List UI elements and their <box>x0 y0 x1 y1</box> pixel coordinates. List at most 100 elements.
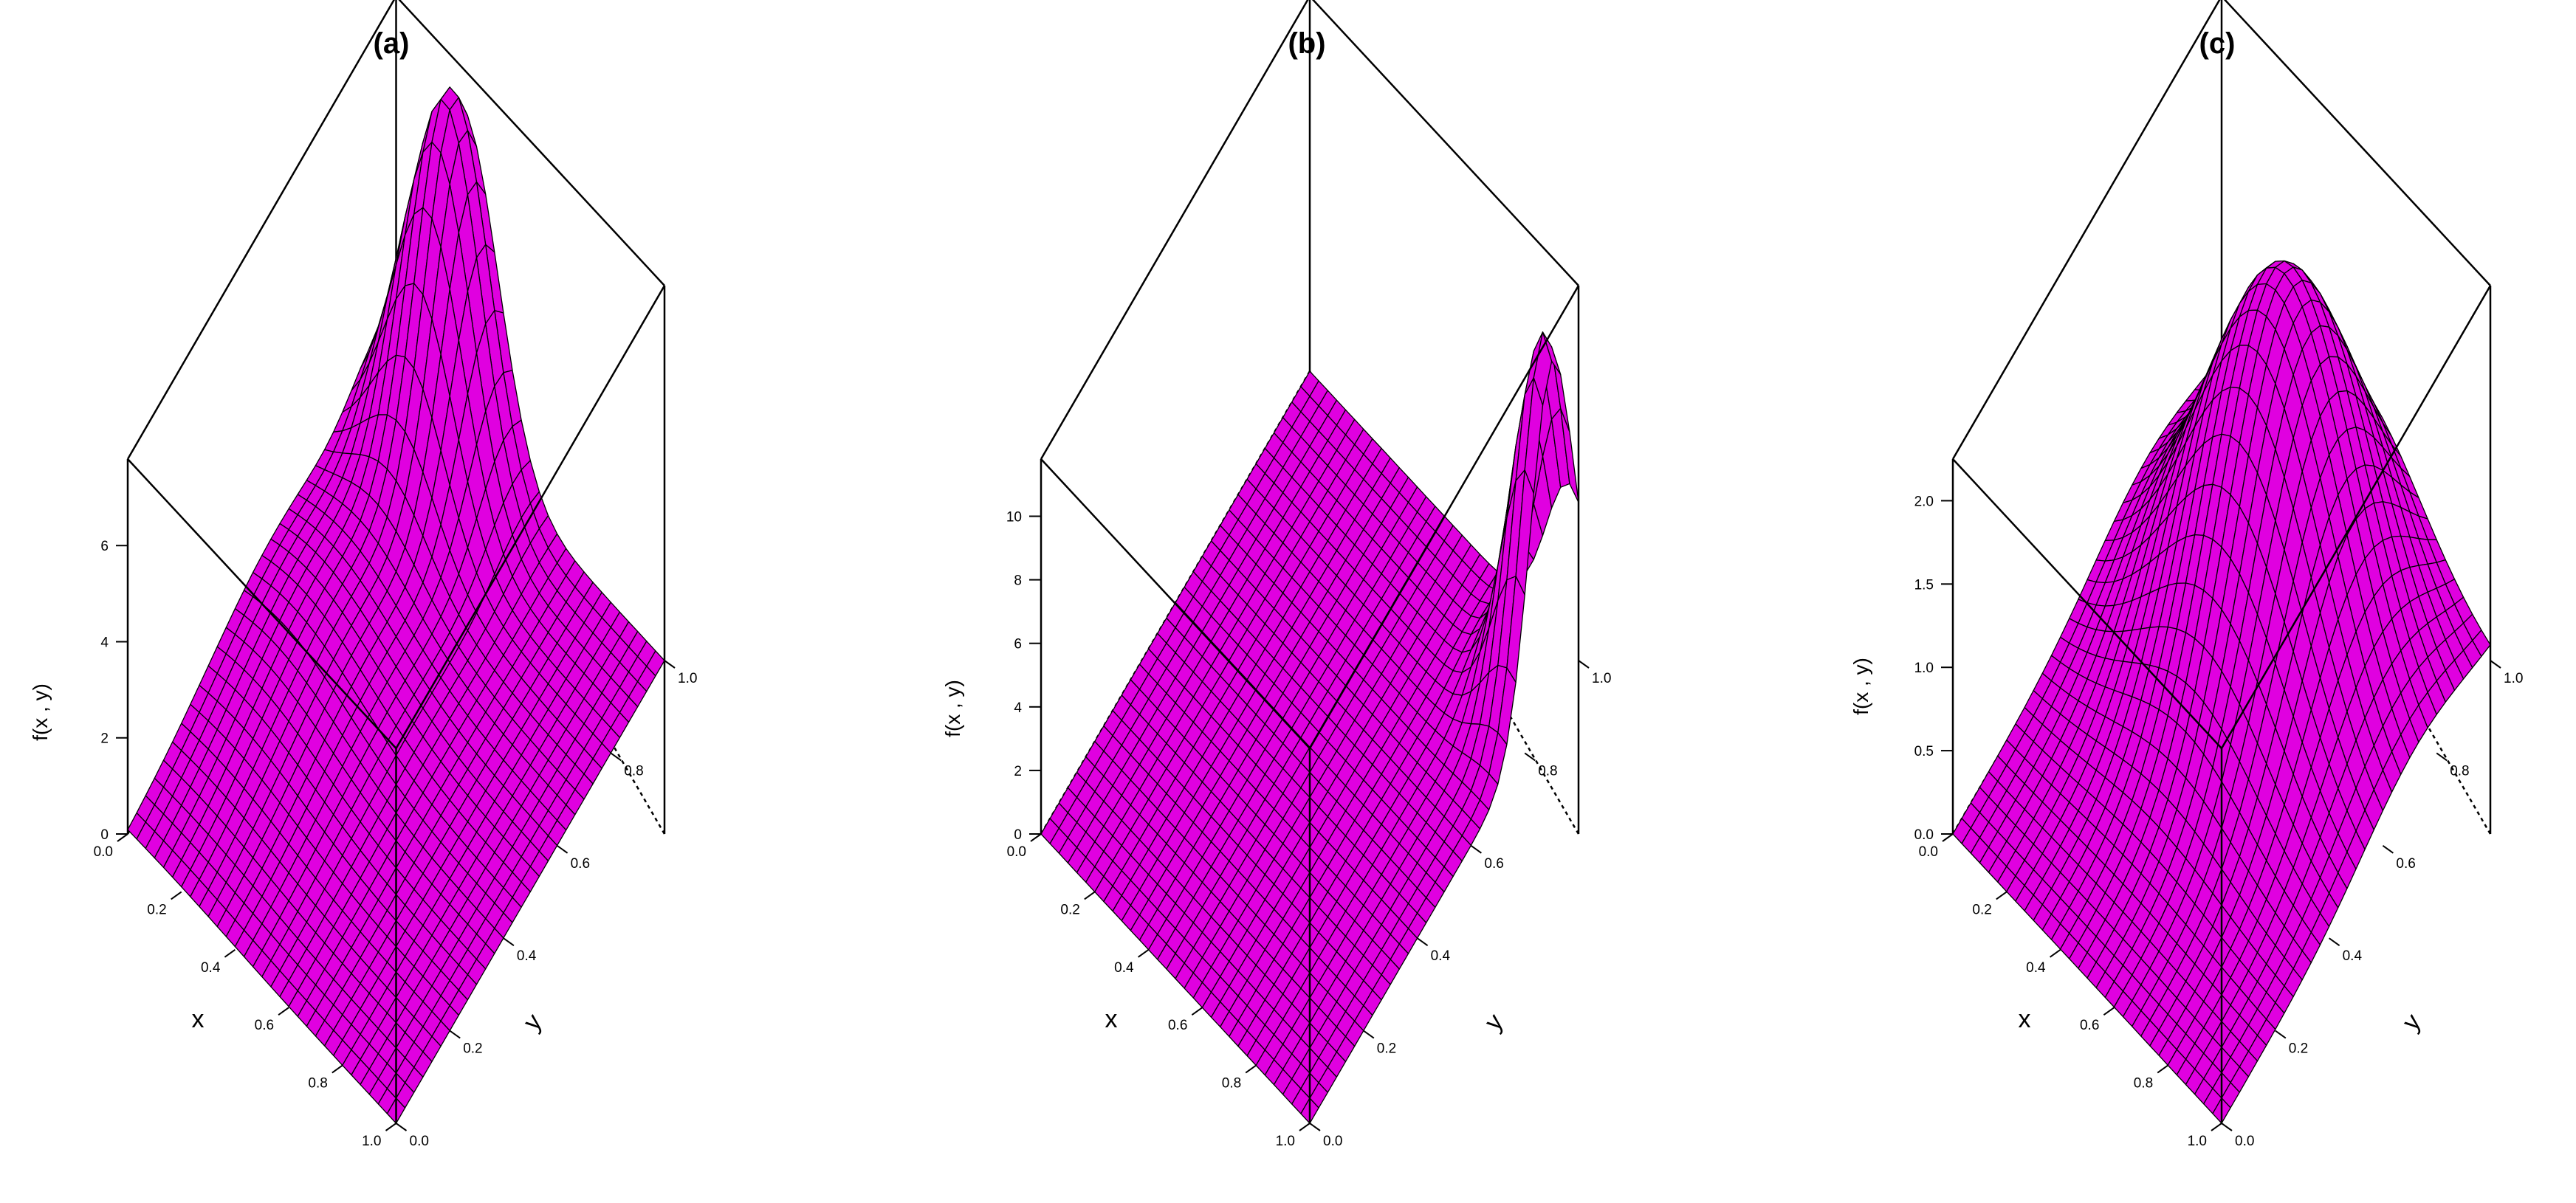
x-tick <box>2211 1123 2222 1131</box>
y-tick <box>1309 1123 1321 1131</box>
y-tick-label: 1.0 <box>2504 671 2523 686</box>
y-tick <box>2221 1123 2233 1131</box>
y-tick-label: 0.2 <box>2289 1041 2308 1057</box>
z-tick-label: 2 <box>1014 764 1022 779</box>
y-tick <box>1524 752 1536 762</box>
box-edge <box>1311 0 1579 286</box>
box-front-b <box>1040 285 1580 1123</box>
y-tick <box>1363 1030 1375 1039</box>
x-tick <box>1996 891 2007 900</box>
x-tick-label: 0.6 <box>1168 1018 1187 1033</box>
z-tick-label: 6 <box>100 539 109 554</box>
y-tick-label: 1.0 <box>1592 671 1611 686</box>
ticks-b: 0.0 0.2 0.4 0.6 0.8 1.0 0.0 0.2 0.4 0.6 0.8 1.0 0 2 4 6… <box>1006 509 1612 1149</box>
box-edge <box>127 458 397 749</box>
y-tick-label: 0.4 <box>2343 948 2363 964</box>
x-tick <box>1030 833 1042 842</box>
x-tick-label: 0.2 <box>1060 902 1079 917</box>
surface-b <box>1040 331 1579 1124</box>
box-edge <box>1952 458 2222 749</box>
x-tick-label: 0.8 <box>1222 1076 1241 1092</box>
x-tick-label: 0.0 <box>1007 844 1026 860</box>
surface-a <box>127 86 665 1124</box>
x-tick <box>332 1064 343 1074</box>
z-axis-title-a: f(x , y) <box>29 683 52 741</box>
z-tick-label: 2 <box>100 731 109 747</box>
box-edge <box>1951 0 2221 460</box>
box-edge <box>398 0 665 286</box>
x-axis-title-c: x <box>2019 1005 2031 1033</box>
x-tick <box>1942 833 1954 842</box>
z-tick-label: 1.0 <box>1914 661 1934 676</box>
x-tick-label: 0.6 <box>2080 1018 2099 1033</box>
panel-title-a: (a) <box>374 27 410 60</box>
y-tick-label: 0.2 <box>463 1041 482 1057</box>
x-tick-label: 1.0 <box>1276 1134 1295 1149</box>
x-tick-label: 0.2 <box>1972 902 1991 917</box>
x-tick <box>1084 891 1096 900</box>
y-tick <box>395 1123 408 1131</box>
x-tick <box>1138 948 1150 958</box>
panel-title-c: (c) <box>2199 27 2236 60</box>
x-tick-label: 0.8 <box>308 1076 327 1092</box>
box-edge <box>126 0 396 460</box>
y-tick <box>1417 937 1429 947</box>
x-tick-label: 0.4 <box>1114 960 1134 976</box>
y-tick-label: 0.6 <box>571 856 590 872</box>
z-tick-label: 6 <box>1014 637 1022 652</box>
x-tick <box>2103 1007 2115 1016</box>
box-edge <box>1308 285 1580 749</box>
box-edge <box>395 285 666 749</box>
box-front-a <box>126 285 666 1123</box>
x-tick-label: 0.4 <box>201 960 221 976</box>
panel-title-b: (b) <box>1288 27 1325 60</box>
y-tick-label: 0.4 <box>517 948 537 964</box>
y-tick <box>664 660 676 669</box>
y-tick-label: 0.6 <box>2396 856 2415 872</box>
y-tick <box>2436 752 2448 762</box>
z-tick-label: 0.5 <box>1914 744 1934 759</box>
z-tick-label: 4 <box>100 635 109 650</box>
x-tick-label: 1.0 <box>2188 1134 2207 1149</box>
z-axis-title-b: f(x , y) <box>941 680 964 737</box>
box-edge <box>1040 458 1311 749</box>
panel-c: (c) 0.0 0.2 0.4 0.6 0.8 1.0 0.0 0.2 0.4 0.6 0.8 1.0… <box>1849 0 2523 1149</box>
x-axis-title-a: x <box>192 1005 205 1033</box>
y-tick-label: 0.8 <box>2450 763 2469 779</box>
ticks-c: 0.0 0.2 0.4 0.6 0.8 1.0 0.0 0.2 0.4 0.6 0.8 1.0 0.0 0… <box>1914 494 2524 1149</box>
panel-b: (b) 0.0 0.2 0.4 0.6 0.8 1.0 0.0 0.2 0.4 0.6 0.8 1.0… <box>941 0 1611 1149</box>
z-tick-label: 10 <box>1006 509 1022 525</box>
y-tick <box>2490 660 2501 669</box>
x-axis-title-b: x <box>1105 1005 1118 1033</box>
y-tick <box>1578 660 1590 669</box>
z-tick-label: 4 <box>1014 700 1022 716</box>
y-tick-label: 0.0 <box>1323 1134 1342 1149</box>
y-tick <box>503 937 515 947</box>
x-tick <box>224 948 236 958</box>
ticks-a: 0.0 0.2 0.4 0.6 0.8 1.0 0.0 0.2 0.4 0.6 0.8 1.0 0 2 4 6 <box>94 539 698 1149</box>
z-tick-label: 0 <box>100 827 109 843</box>
x-tick <box>385 1123 397 1131</box>
x-tick-label: 0.0 <box>94 844 113 860</box>
x-tick <box>1299 1123 1311 1131</box>
y-tick-label: 0.8 <box>624 763 643 779</box>
x-tick <box>2157 1064 2168 1074</box>
y-tick-label: 0.4 <box>1431 948 1451 964</box>
x-tick-label: 0.8 <box>2134 1076 2153 1092</box>
x-tick <box>171 891 182 900</box>
x-tick-label: 0.4 <box>2026 960 2046 976</box>
z-tick-label: 8 <box>1014 573 1022 589</box>
y-tick-label: 0.8 <box>1538 763 1557 779</box>
x-tick <box>117 833 128 842</box>
box-edge <box>2223 0 2491 286</box>
box-front-c <box>1951 285 2492 1123</box>
y-tick-label: 0.0 <box>2235 1134 2254 1149</box>
x-tick <box>278 1007 289 1016</box>
y-tick-label: 0.2 <box>1377 1041 1396 1057</box>
y-tick <box>2329 937 2340 947</box>
x-tick-label: 0.6 <box>255 1018 274 1033</box>
y-tick <box>2275 1030 2287 1039</box>
x-tick-label: 0.0 <box>1919 844 1938 860</box>
surface-c <box>1952 260 2491 1124</box>
box-edge <box>1040 0 1309 460</box>
